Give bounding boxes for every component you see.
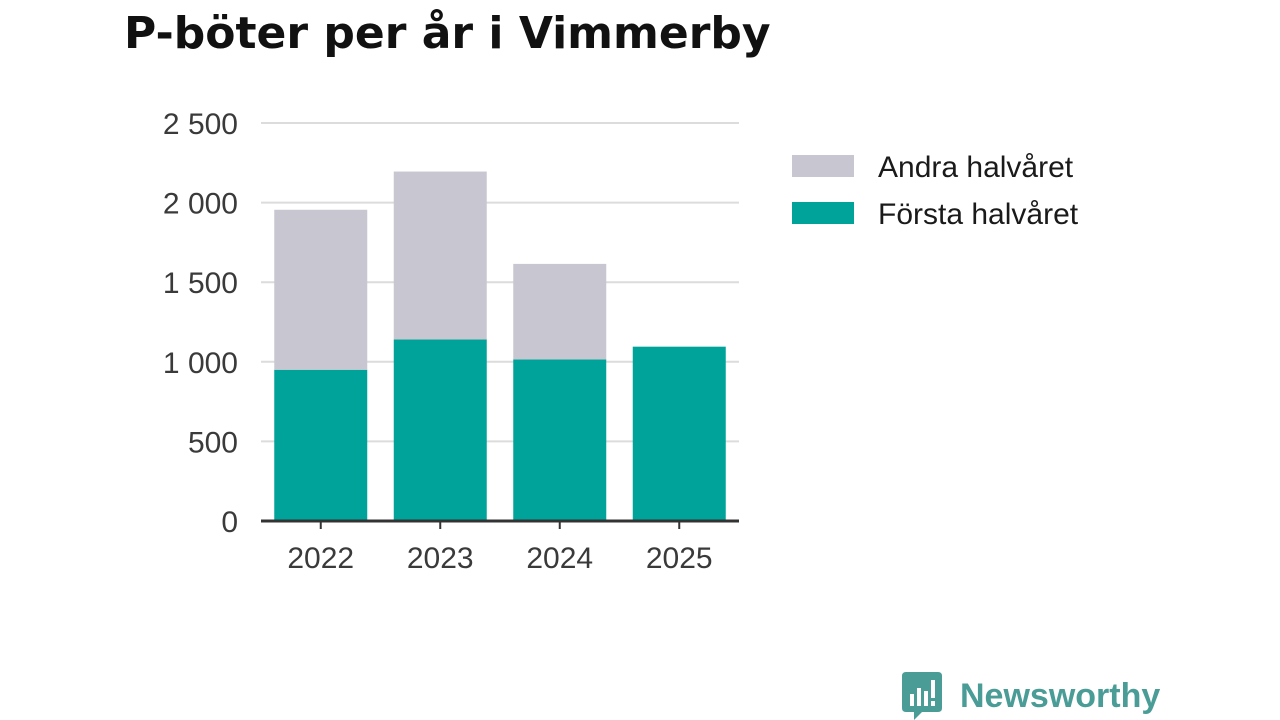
legend-label: Första halvåret — [878, 198, 1079, 231]
x-tick-label: 2022 — [287, 542, 354, 575]
y-tick-label: 1 000 — [163, 347, 238, 380]
x-tick-label: 2025 — [646, 542, 713, 575]
y-tick-label: 2 500 — [163, 108, 238, 141]
axes: 0 500 1 000 1 500 2 000 2 500 2022 2023 2024 2025 — [163, 108, 739, 575]
legend-label: Andra halvåret — [878, 151, 1074, 184]
bar-andra-halvaret-2023 — [393, 171, 487, 340]
newsworthy-logo: Newsworthy — [902, 672, 1160, 720]
x-tick-label: 2023 — [407, 542, 474, 575]
y-tick-label: 500 — [188, 426, 238, 459]
bar-chart-speech-bubble-icon — [902, 672, 942, 720]
x-tick-label: 2024 — [526, 542, 593, 575]
logo-text: Newsworthy — [960, 676, 1161, 715]
bar-forsta-halvaret-2025 — [632, 346, 726, 521]
bar-forsta-halvaret-2023 — [393, 339, 487, 521]
chart-title: P-böter per år i Vimmerby — [124, 8, 771, 59]
legend-swatch — [792, 155, 854, 177]
legend-swatch — [792, 202, 854, 224]
bar-andra-halvaret-2024 — [513, 263, 607, 360]
bar-andra-halvaret-2022 — [274, 209, 368, 370]
bar-forsta-halvaret-2024 — [513, 359, 607, 521]
legend: Andra halvåret Första halvåret — [792, 151, 1079, 231]
bars — [274, 171, 726, 521]
y-tick-label: 1 500 — [163, 267, 238, 300]
bar-forsta-halvaret-2022 — [274, 369, 368, 521]
y-tick-label: 0 — [221, 506, 238, 539]
y-tick-label: 2 000 — [163, 188, 238, 221]
